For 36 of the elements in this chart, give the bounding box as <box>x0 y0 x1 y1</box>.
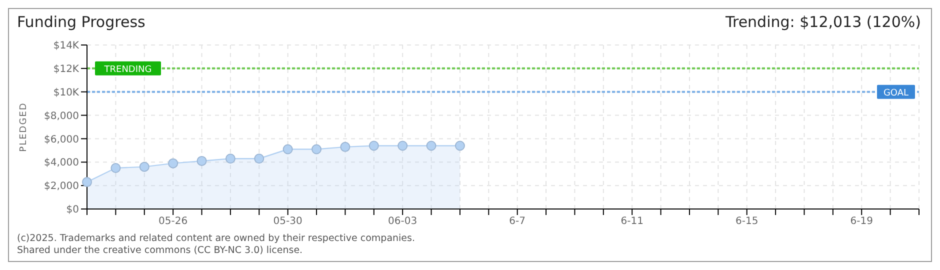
ref-line-label: TRENDING <box>103 64 152 75</box>
y-tick-label: $0 <box>66 204 79 216</box>
x-tick-label: 05-30 <box>273 216 302 228</box>
y-tick-label: $2,000 <box>44 181 79 192</box>
y-axis-title: PLEDGED <box>19 102 30 152</box>
point <box>340 142 350 152</box>
point <box>225 154 236 164</box>
x-tick-label: 6-11 <box>620 216 644 228</box>
point <box>368 140 379 151</box>
point <box>110 163 121 173</box>
point <box>454 140 465 151</box>
x-tick-label: 05-26 <box>158 216 188 228</box>
chart-subtitle: Trending: $12,013 (120%) <box>726 13 921 33</box>
text: Shared under the creative commons (CC BY-NC 3.0) license. <box>17 245 304 257</box>
point <box>168 158 178 168</box>
x-tick-label: 6-7 <box>509 216 526 228</box>
x-tick-label: 06-03 <box>388 216 418 228</box>
point <box>312 144 322 154</box>
text: (c)2025. Trademarks and related content are owned by their respective companies. <box>17 233 416 245</box>
point <box>196 156 207 166</box>
point <box>398 140 408 151</box>
point <box>426 140 436 151</box>
y-tick-label: $10K <box>53 87 80 98</box>
ref-line-label: GOAL <box>883 88 909 98</box>
point <box>139 162 150 172</box>
point <box>254 154 264 164</box>
y-tick-label: $14K <box>53 40 80 52</box>
y-tick-label: $4,000 <box>44 158 79 169</box>
y-tick-label: $8,000 <box>44 110 79 122</box>
point <box>282 144 293 154</box>
y-tick-label: $12K <box>53 64 80 75</box>
y-tick-label: $6,000 <box>44 134 79 146</box>
x-tick-label: 6-15 <box>736 216 758 228</box>
point <box>82 177 92 188</box>
chart-title: Funding Progress <box>17 13 146 33</box>
x-tick-label: 6-19 <box>850 216 873 228</box>
